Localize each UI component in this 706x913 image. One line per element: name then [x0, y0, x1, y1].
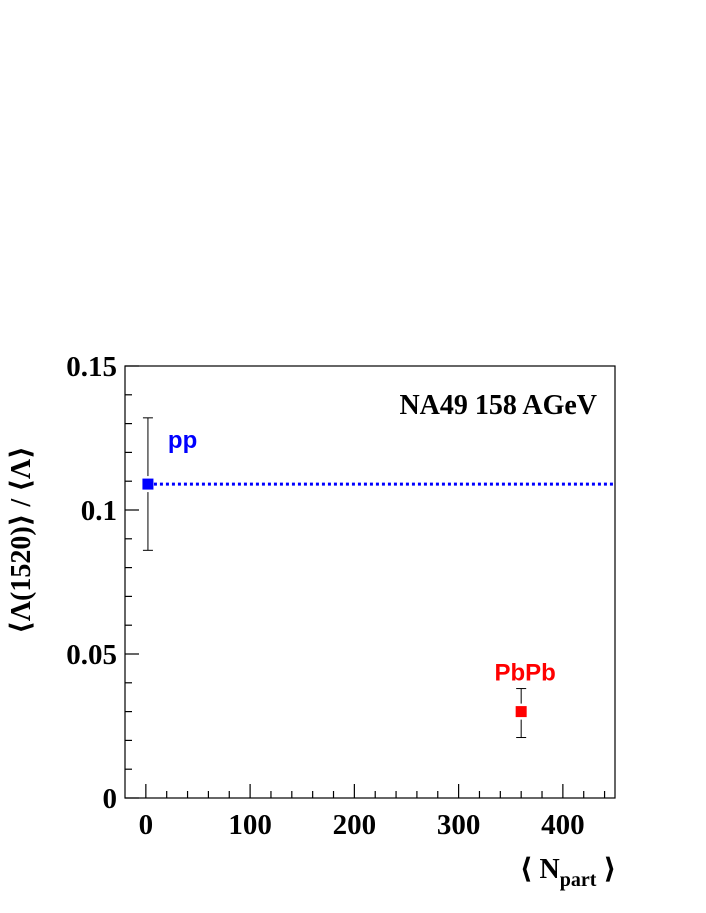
- series-label-pp: pp: [168, 427, 197, 454]
- plot-frame: [124, 365, 616, 799]
- x-tick-label: 300: [437, 809, 481, 841]
- data-point-pbpb: [515, 706, 527, 718]
- x-axis-title-main: N: [540, 854, 560, 885]
- x-tick-label: 100: [228, 809, 272, 841]
- y-axis-ticks: 0 0.05 0.1 0.15: [66, 351, 139, 815]
- data-marks: pp PbPb: [142, 417, 615, 739]
- x-axis-title-open: ⟨: [520, 854, 540, 885]
- y-tick-label: 0.05: [66, 639, 117, 671]
- x-axis-title-close: ⟩: [596, 854, 616, 885]
- data-point-pp: [142, 478, 154, 490]
- x-tick-label: 400: [541, 809, 585, 841]
- chart-annotation: NA49 158 AGeV: [399, 390, 597, 421]
- x-axis-ticks: 0 100 200 300 400: [139, 784, 606, 841]
- y-tick-label: 0.1: [81, 495, 117, 527]
- x-tick-label: 200: [333, 809, 377, 841]
- x-axis-title-sub: part: [560, 869, 597, 891]
- y-axis-title: ⟨Λ(1520)⟩ / ⟨Λ⟩: [6, 446, 37, 634]
- x-tick-label: 0: [139, 809, 154, 841]
- series-label-pbpb: PbPb: [494, 660, 555, 687]
- y-tick-label: 0.15: [66, 351, 117, 383]
- x-axis-title: ⟨ Npart ⟩: [520, 854, 617, 891]
- y-tick-label: 0: [103, 783, 118, 815]
